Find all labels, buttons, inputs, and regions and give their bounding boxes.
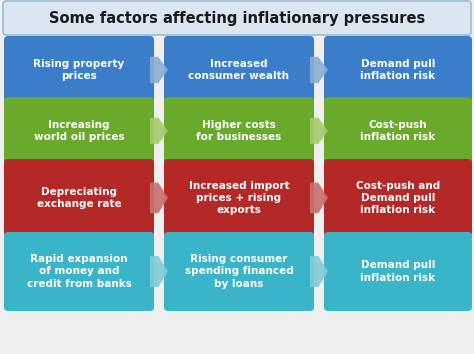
- FancyBboxPatch shape: [324, 232, 472, 311]
- Text: Higher costs
for businesses: Higher costs for businesses: [196, 120, 282, 142]
- FancyBboxPatch shape: [324, 159, 472, 237]
- Polygon shape: [310, 118, 328, 144]
- FancyBboxPatch shape: [164, 232, 314, 311]
- Text: Increasing
world oil prices: Increasing world oil prices: [34, 120, 124, 142]
- Polygon shape: [150, 256, 168, 287]
- Text: Rising property
prices: Rising property prices: [33, 59, 125, 81]
- FancyBboxPatch shape: [4, 232, 154, 311]
- FancyBboxPatch shape: [4, 97, 154, 165]
- Polygon shape: [310, 183, 328, 213]
- Text: Increased
consumer wealth: Increased consumer wealth: [189, 59, 290, 81]
- FancyBboxPatch shape: [3, 1, 471, 35]
- FancyBboxPatch shape: [164, 159, 314, 237]
- Text: Cost-push
inflation risk: Cost-push inflation risk: [360, 120, 436, 142]
- Polygon shape: [310, 57, 328, 83]
- Text: Rising consumer
spending financed
by loans: Rising consumer spending financed by loa…: [185, 254, 293, 289]
- Polygon shape: [150, 183, 168, 213]
- Polygon shape: [150, 118, 168, 144]
- Text: Some factors affecting inflationary pressures: Some factors affecting inflationary pres…: [49, 11, 425, 25]
- Polygon shape: [310, 256, 328, 287]
- FancyBboxPatch shape: [324, 36, 472, 104]
- Text: Increased import
prices + rising
exports: Increased import prices + rising exports: [189, 181, 289, 215]
- FancyBboxPatch shape: [324, 97, 472, 165]
- Polygon shape: [150, 57, 168, 83]
- FancyBboxPatch shape: [164, 97, 314, 165]
- Text: Depreciating
exchange rate: Depreciating exchange rate: [36, 187, 121, 209]
- Text: Demand pull
inflation risk: Demand pull inflation risk: [360, 260, 436, 283]
- Text: Rapid expansion
of money and
credit from banks: Rapid expansion of money and credit from…: [27, 254, 131, 289]
- FancyBboxPatch shape: [4, 36, 154, 104]
- Text: Demand pull
inflation risk: Demand pull inflation risk: [360, 59, 436, 81]
- FancyBboxPatch shape: [164, 36, 314, 104]
- FancyBboxPatch shape: [4, 159, 154, 237]
- Text: Cost-push and
Demand pull
inflation risk: Cost-push and Demand pull inflation risk: [356, 181, 440, 215]
